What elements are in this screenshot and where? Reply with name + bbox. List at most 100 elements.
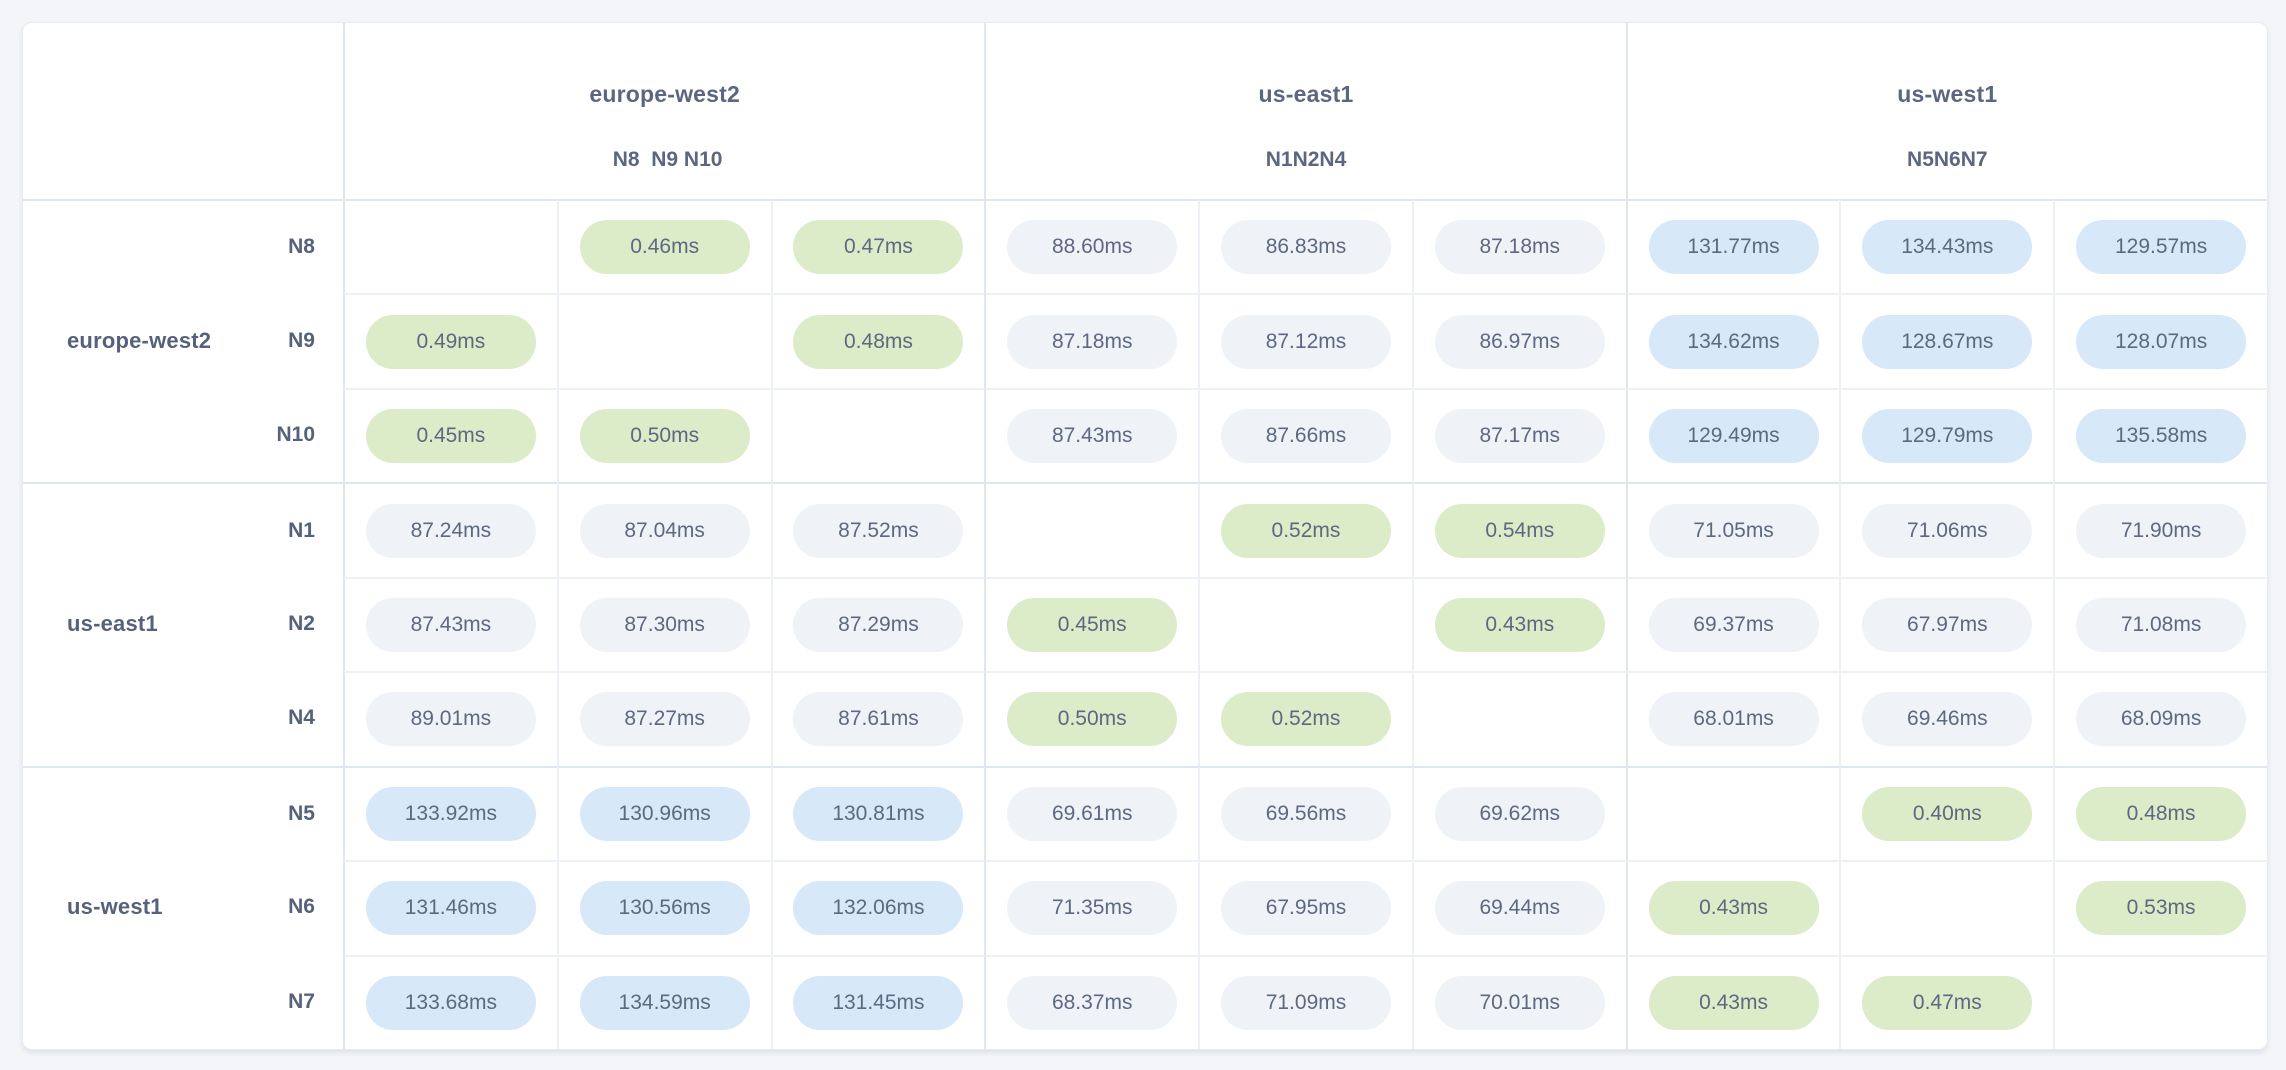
latency-badge: 132.06ms xyxy=(793,881,964,936)
self-latency-cell xyxy=(1411,671,1626,766)
latency-badge: 128.67ms xyxy=(1862,314,2033,369)
row-header-N9: europe-west2 N9 xyxy=(23,293,343,387)
latency-badge: 87.24ms xyxy=(365,503,536,558)
latency-badge: 0.45ms xyxy=(365,409,536,464)
latency-cell: 0.45ms xyxy=(343,387,557,483)
latency-cell: 0.54ms xyxy=(1411,482,1626,577)
row-node-label-N1: N1 xyxy=(288,518,315,542)
latency-badge: 87.17ms xyxy=(1434,409,1605,464)
latency-cell: 87.43ms xyxy=(343,576,557,672)
latency-badge: 67.95ms xyxy=(1220,881,1391,936)
latency-badge: 86.97ms xyxy=(1434,314,1605,369)
latency-cell: 134.62ms xyxy=(1625,293,1840,388)
latency-badge: 0.50ms xyxy=(1007,692,1178,747)
latency-badge: 133.92ms xyxy=(365,786,536,841)
latency-badge: 68.01ms xyxy=(1648,692,1819,747)
latency-badge: 71.08ms xyxy=(2076,597,2247,652)
self-latency-cell xyxy=(2053,954,2267,1049)
latency-cell: 71.06ms xyxy=(1839,482,2054,577)
latency-cell: 0.48ms xyxy=(770,293,985,388)
latency-badge: 130.56ms xyxy=(579,881,750,936)
latency-badge: 87.29ms xyxy=(793,597,964,652)
column-region-title: us-west1 xyxy=(1897,80,1998,107)
latency-cell: 128.67ms xyxy=(1839,293,2054,388)
latency-cell: 89.01ms xyxy=(343,671,557,766)
latency-badge: 0.43ms xyxy=(1648,881,1819,936)
column-node-labels: N8 N9 N10 xyxy=(607,148,723,172)
node-column-header-N4: N4 xyxy=(1319,147,1347,171)
latency-cell: 87.24ms xyxy=(343,482,557,577)
latency-cell: 87.17ms xyxy=(1411,387,1626,483)
latency-badge: 0.45ms xyxy=(1007,597,1178,652)
self-latency-cell xyxy=(770,387,985,483)
latency-cell: 0.48ms xyxy=(2053,765,2267,861)
latency-badge: 134.43ms xyxy=(1862,220,2033,275)
latency-badge: 69.46ms xyxy=(1862,692,2033,747)
latency-badge: 69.44ms xyxy=(1434,881,1605,936)
latency-cell: 0.43ms xyxy=(1625,954,1840,1049)
row-node-label-N5: N5 xyxy=(288,801,315,825)
latency-cell: 70.01ms xyxy=(1411,954,1626,1049)
latency-cell: 133.92ms xyxy=(343,765,557,861)
row-header-N7: N7 xyxy=(23,955,343,1049)
latency-cell: 87.04ms xyxy=(556,482,771,577)
latency-cell: 87.12ms xyxy=(1198,293,1412,388)
column-region-title: us-east1 xyxy=(1258,80,1354,107)
latency-badge: 0.47ms xyxy=(1862,975,2033,1030)
latency-badge: 87.18ms xyxy=(1434,220,1605,275)
latency-badge: 0.47ms xyxy=(793,220,964,275)
latency-cell: 129.79ms xyxy=(1839,387,2054,483)
latency-badge: 0.48ms xyxy=(2076,786,2247,841)
latency-badge: 0.50ms xyxy=(579,409,750,464)
latency-cell: 0.40ms xyxy=(1839,765,2054,861)
latency-cell: 71.35ms xyxy=(984,860,1199,955)
latency-cell: 69.62ms xyxy=(1411,765,1626,861)
latency-cell: 0.47ms xyxy=(1839,954,2054,1049)
latency-badge: 0.46ms xyxy=(579,220,750,275)
row-node-label-N9: N9 xyxy=(288,328,315,352)
column-node-labels: N5 N6 N7 xyxy=(1907,148,1988,172)
latency-cell: 0.53ms xyxy=(2053,860,2267,955)
latency-badge: 129.79ms xyxy=(1862,409,2033,464)
latency-cell: 68.09ms xyxy=(2053,671,2267,766)
latency-badge: 0.52ms xyxy=(1220,692,1391,747)
latency-badge: 71.09ms xyxy=(1220,975,1391,1030)
column-group-header-europe-west2: europe-west2 N8 N9 N10 xyxy=(343,23,984,199)
latency-badge: 87.43ms xyxy=(365,597,536,652)
latency-badge: 87.18ms xyxy=(1007,314,1178,369)
latency-cell: 69.61ms xyxy=(984,765,1199,861)
latency-badge: 135.58ms xyxy=(2076,409,2247,464)
latency-badge: 133.68ms xyxy=(365,975,536,1030)
latency-badge: 70.01ms xyxy=(1434,975,1605,1030)
self-latency-cell xyxy=(1839,860,2054,955)
corner-cell xyxy=(23,23,343,199)
column-group-header-us-east1: us-east1 N1 N2 N4 xyxy=(984,23,1625,199)
latency-badge: 0.48ms xyxy=(793,314,964,369)
latency-badge: 87.66ms xyxy=(1220,409,1391,464)
node-column-header-N9: N9 xyxy=(651,147,679,171)
latency-badge: 69.56ms xyxy=(1220,786,1391,841)
latency-cell: 0.47ms xyxy=(770,199,985,294)
latency-cell: 69.44ms xyxy=(1411,860,1626,955)
latency-cell: 67.95ms xyxy=(1198,860,1412,955)
latency-cell: 128.07ms xyxy=(2053,293,2267,388)
latency-badge: 87.04ms xyxy=(579,503,750,558)
latency-badge: 134.62ms xyxy=(1648,314,1819,369)
latency-badge: 71.06ms xyxy=(1862,503,2033,558)
latency-badge: 87.61ms xyxy=(793,692,964,747)
latency-badge: 68.37ms xyxy=(1007,975,1178,1030)
latency-cell: 87.61ms xyxy=(770,671,985,766)
column-region-title: europe-west2 xyxy=(589,80,740,107)
latency-badge: 134.59ms xyxy=(579,975,750,1030)
row-region-label-us-east1: us-east1 xyxy=(67,610,158,636)
node-column-header-N7: N7 xyxy=(1960,147,1988,171)
column-node-labels: N1 N2 N4 xyxy=(1266,148,1347,172)
latency-cell: 0.49ms xyxy=(343,293,557,388)
latency-cell: 132.06ms xyxy=(770,860,985,955)
latency-cell: 68.01ms xyxy=(1625,671,1840,766)
latency-cell: 130.81ms xyxy=(770,765,985,861)
latency-cell: 0.52ms xyxy=(1198,671,1412,766)
latency-cell: 131.46ms xyxy=(343,860,557,955)
latency-badge: 86.83ms xyxy=(1220,220,1391,275)
latency-cell: 0.52ms xyxy=(1198,482,1412,577)
